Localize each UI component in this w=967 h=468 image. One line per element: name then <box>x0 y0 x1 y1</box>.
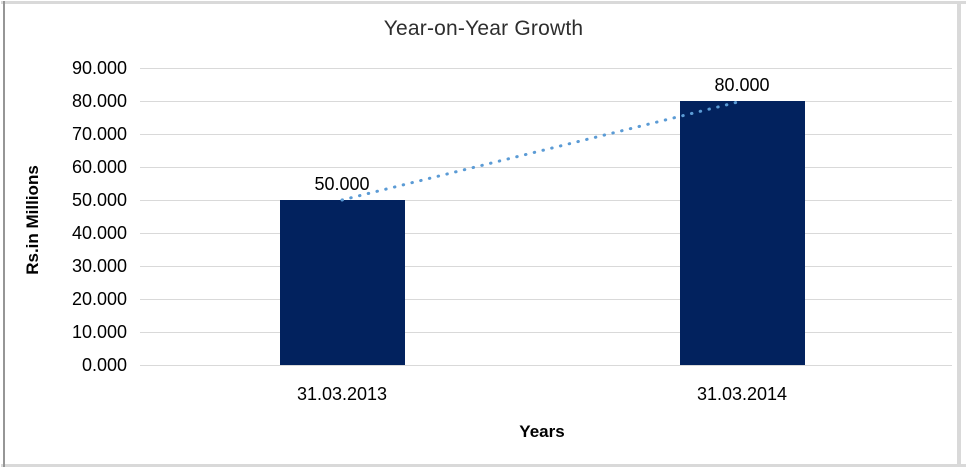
y-tick-label: 20.000 <box>71 289 127 309</box>
frame-bottom-edge <box>1 464 966 467</box>
y-tick-label: 10.000 <box>71 322 127 342</box>
bar <box>679 101 805 365</box>
x-axis-category-label: 31.03.2013 <box>296 384 388 404</box>
y-tick-label: 40.000 <box>71 223 127 243</box>
gridline <box>140 200 952 201</box>
y-tick-label: 90.000 <box>71 58 127 78</box>
gridline <box>140 167 952 168</box>
y-tick-label: 0.000 <box>81 355 127 375</box>
y-tick-label: 50.000 <box>71 190 127 210</box>
gridline <box>140 266 952 267</box>
bar-value-label: 50.000 <box>314 174 370 194</box>
gridline <box>140 332 952 333</box>
gridline <box>140 134 952 135</box>
y-tick-label: 80.000 <box>71 91 127 111</box>
bar-value-label: 80.000 <box>714 75 770 95</box>
y-tick-label: 30.000 <box>71 256 127 276</box>
x-axis-category-label: 31.03.2014 <box>696 384 788 404</box>
y-tick-label: 60.000 <box>71 157 127 177</box>
gridline <box>140 233 952 234</box>
chart-title: Year-on-Year Growth <box>383 17 584 40</box>
y-tick-label: 70.000 <box>71 124 127 144</box>
x-axis-title: Years <box>519 422 565 441</box>
gridline <box>140 68 952 69</box>
frame-top-edge <box>1 1 966 4</box>
frame-right-edge <box>957 1 961 467</box>
gridline <box>140 365 952 366</box>
gridline <box>140 299 952 300</box>
gridline <box>140 101 952 102</box>
bar <box>279 200 405 365</box>
